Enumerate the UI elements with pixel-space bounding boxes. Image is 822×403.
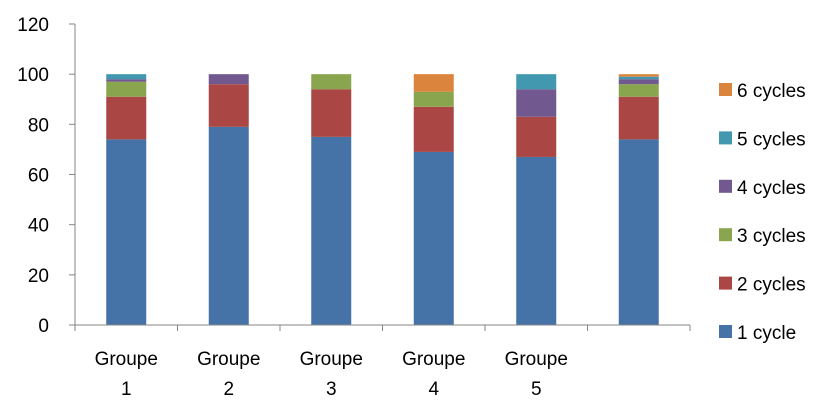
x-tick-label-line: Groupe <box>505 349 568 370</box>
legend-swatch <box>719 276 732 290</box>
bar-segment-1-series-5 <box>106 74 147 80</box>
bar-segment-2-series-4 <box>208 74 249 85</box>
bar-segment-6-series-1 <box>618 139 659 325</box>
bar-segment-5-series-4 <box>516 89 557 117</box>
x-tick-label-line: Groupe <box>197 349 260 370</box>
bar-segment-2-series-1 <box>208 126 249 325</box>
y-tick-label: 0 <box>38 316 49 337</box>
bar-segment-1-series-4 <box>106 79 147 82</box>
bar-segment-6-series-6 <box>618 74 659 77</box>
x-tick-label-line: 2 <box>223 379 234 398</box>
y-tick-label: 80 <box>28 115 49 136</box>
bar-segment-1-series-2 <box>106 96 147 140</box>
x-tick-label: Groupe 4 <box>402 349 465 398</box>
bar-segment-2-series-2 <box>208 84 249 127</box>
legend-label: 4 cycles <box>737 178 806 199</box>
bar-segment-6-series-2 <box>618 96 659 140</box>
bar-segment-3-series-1 <box>311 136 352 326</box>
bar-segment-6-series-4 <box>618 79 659 85</box>
bar-segment-5-series-5 <box>516 74 557 90</box>
legend-swatch <box>719 83 732 96</box>
y-tick-label: 100 <box>17 65 49 86</box>
legend-label: 1 cycle <box>737 323 796 344</box>
y-tick-label: 120 <box>17 15 49 36</box>
x-tick-label-line: 1 <box>121 379 132 398</box>
legend-swatch <box>719 325 732 338</box>
bar-segment-1-series-1 <box>106 139 147 325</box>
legend-swatch <box>719 131 732 145</box>
bar-segment-4-series-6 <box>413 74 454 92</box>
bar-segment-4-series-3 <box>413 91 454 107</box>
y-tick-label: 60 <box>28 166 49 187</box>
y-tick-label: 20 <box>28 266 49 287</box>
x-tick-label-line: 4 <box>428 379 439 398</box>
bar-segment-4-series-1 <box>413 151 454 325</box>
x-tick-label: Groupe 5 <box>505 349 568 398</box>
legend-swatch <box>719 179 732 193</box>
bar-segment-1-series-3 <box>106 81 147 97</box>
bar-segment-3-series-2 <box>311 89 352 137</box>
bar-segment-5-series-2 <box>516 116 557 157</box>
bar-segment-6-series-5 <box>618 76 659 80</box>
legend-swatch <box>719 228 732 242</box>
x-tick-label-line: 5 <box>531 379 542 398</box>
x-tick-label-line: Groupe <box>402 349 465 370</box>
bars-layer <box>106 74 659 326</box>
x-tick-label: Groupe 1 <box>95 349 158 398</box>
x-tick-label-line: 3 <box>326 379 337 398</box>
bar-segment-6-series-3 <box>618 84 659 97</box>
y-tick-label: 40 <box>28 216 49 237</box>
x-tick-label: Groupe 2 <box>197 349 260 398</box>
bar-segment-5-series-1 <box>516 156 557 325</box>
bar-segment-4-series-2 <box>413 106 454 152</box>
x-tick-label-line: Groupe <box>95 349 158 370</box>
legend: 6 cycles 5 cycles 4 cycles 3 cycles 2 cycles… <box>719 81 806 344</box>
bar-segment-3-series-3 <box>311 74 352 90</box>
x-tick-label-line: Groupe <box>300 349 363 370</box>
x-tick-label: Groupe 3 <box>300 349 363 398</box>
legend-label: 5 cycles <box>737 129 806 150</box>
legend-label: 3 cycles <box>737 226 806 247</box>
legend-label: 6 cycles <box>737 81 806 102</box>
legend-label: 2 cycles <box>737 275 806 296</box>
